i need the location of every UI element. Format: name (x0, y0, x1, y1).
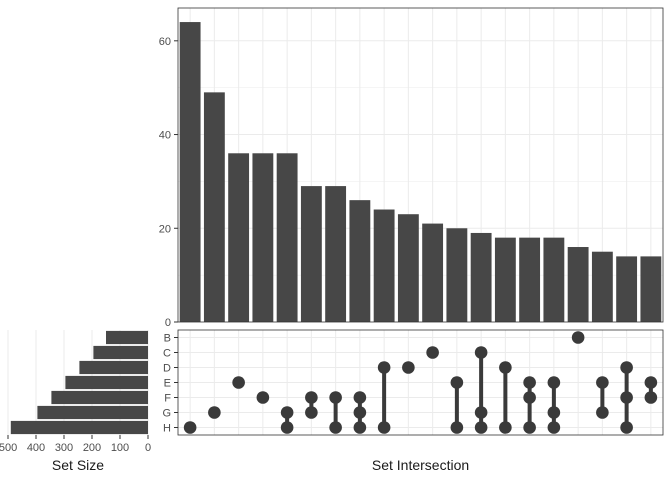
matrix-dot (547, 421, 561, 434)
intersection-grid (178, 8, 663, 322)
size-tick-label: 200 (83, 442, 101, 454)
intersection-bar (591, 251, 613, 322)
y-tick-label: 40 (159, 130, 171, 142)
y-tick-label: 0 (165, 317, 171, 329)
intersection-bar (543, 237, 565, 322)
matrix-dot (523, 391, 536, 404)
matrix-dot (256, 391, 270, 404)
set-size-bars (10, 330, 148, 435)
matrix-dot (499, 361, 512, 374)
intersection-bar (373, 209, 395, 322)
matrix-dot (620, 361, 633, 374)
intersection-bar (228, 153, 250, 322)
intersection-bar (519, 237, 541, 322)
matrix-dot (644, 376, 658, 389)
set-size-bar (10, 420, 148, 435)
size-tick-label: 400 (27, 442, 45, 454)
set-size-bar (51, 390, 148, 405)
matrix-dot (208, 406, 221, 419)
matrix-dot (547, 406, 561, 419)
matrix-dot (571, 331, 585, 344)
intersection-bar (567, 247, 589, 322)
intersection-bar (470, 232, 492, 322)
y-tick-label: 60 (159, 36, 171, 48)
intersection-bar (276, 153, 298, 322)
matrix-dot (474, 421, 488, 434)
set-size-bar (93, 345, 148, 360)
set-label: G (162, 408, 171, 420)
matrix-dot (232, 376, 245, 389)
matrix-dot (353, 421, 367, 434)
matrix-dot (450, 421, 464, 434)
matrix-dot (620, 421, 633, 434)
matrix-dot (402, 361, 415, 374)
matrix-dot (280, 406, 294, 419)
intersection-y-axis: 0 20 40 60 (159, 36, 178, 329)
matrix-dot (377, 361, 391, 374)
set-size-bar (65, 375, 148, 390)
set-label: H (163, 423, 171, 435)
set-label: D (163, 363, 171, 375)
matrix-dot (474, 406, 488, 419)
intersection-bar (179, 22, 201, 323)
matrix-grid (178, 330, 663, 435)
set-label: B (164, 333, 171, 345)
intersection-bars (179, 22, 662, 323)
matrix-dot (644, 391, 658, 404)
intersection-bar (349, 200, 371, 322)
set-size-bar (79, 360, 148, 375)
intersection-bar (203, 92, 225, 322)
intersection-bar (300, 186, 322, 322)
set-size-bar (106, 330, 148, 345)
intersection-bar (252, 153, 274, 322)
size-tick-label: 100 (111, 442, 129, 454)
matrix-dot (305, 406, 318, 419)
matrix-dot (305, 391, 318, 404)
size-tick-label: 0 (145, 442, 151, 454)
matrix-dot (499, 421, 512, 434)
matrix-dot (596, 406, 609, 419)
intersection-axis-title: Set Intersection (372, 457, 469, 473)
matrix-dot (596, 376, 609, 389)
matrix-dot (280, 421, 294, 434)
intersection-bar (446, 228, 468, 322)
matrix-dot (353, 391, 367, 404)
matrix-panel (177, 329, 664, 436)
matrix-dot (329, 421, 342, 434)
matrix-dot (547, 376, 561, 389)
size-tick-label: 300 (55, 442, 73, 454)
intersection-bar (640, 256, 662, 322)
set-label: E (164, 378, 171, 390)
intersection-bar (422, 223, 444, 322)
matrix-dot (183, 421, 197, 434)
set-size-x-axis: 500 400 300 200 100 0 (0, 435, 151, 454)
matrix-dot (450, 376, 464, 389)
matrix-dot (426, 346, 439, 359)
set-size-bar (37, 405, 148, 420)
matrix-dot (329, 391, 342, 404)
matrix-dot (620, 391, 633, 404)
y-tick-label: 20 (159, 223, 171, 235)
matrix-dots (183, 331, 658, 434)
set-label: C (163, 348, 171, 360)
matrix-dot (474, 346, 488, 359)
matrix-dot (523, 376, 536, 389)
intersection-panel (177, 7, 664, 323)
intersection-bar (494, 237, 516, 322)
intersection-bar (616, 256, 638, 322)
set-label: F (164, 393, 171, 405)
size-tick-label: 500 (0, 442, 17, 454)
matrix-dot (377, 421, 391, 434)
set-size-axis-title: Set Size (52, 457, 104, 473)
intersection-bar (325, 186, 347, 322)
matrix-dot (353, 406, 367, 419)
matrix-lines (285, 352, 653, 428)
intersection-bar (397, 214, 419, 322)
matrix-dot (523, 421, 536, 434)
